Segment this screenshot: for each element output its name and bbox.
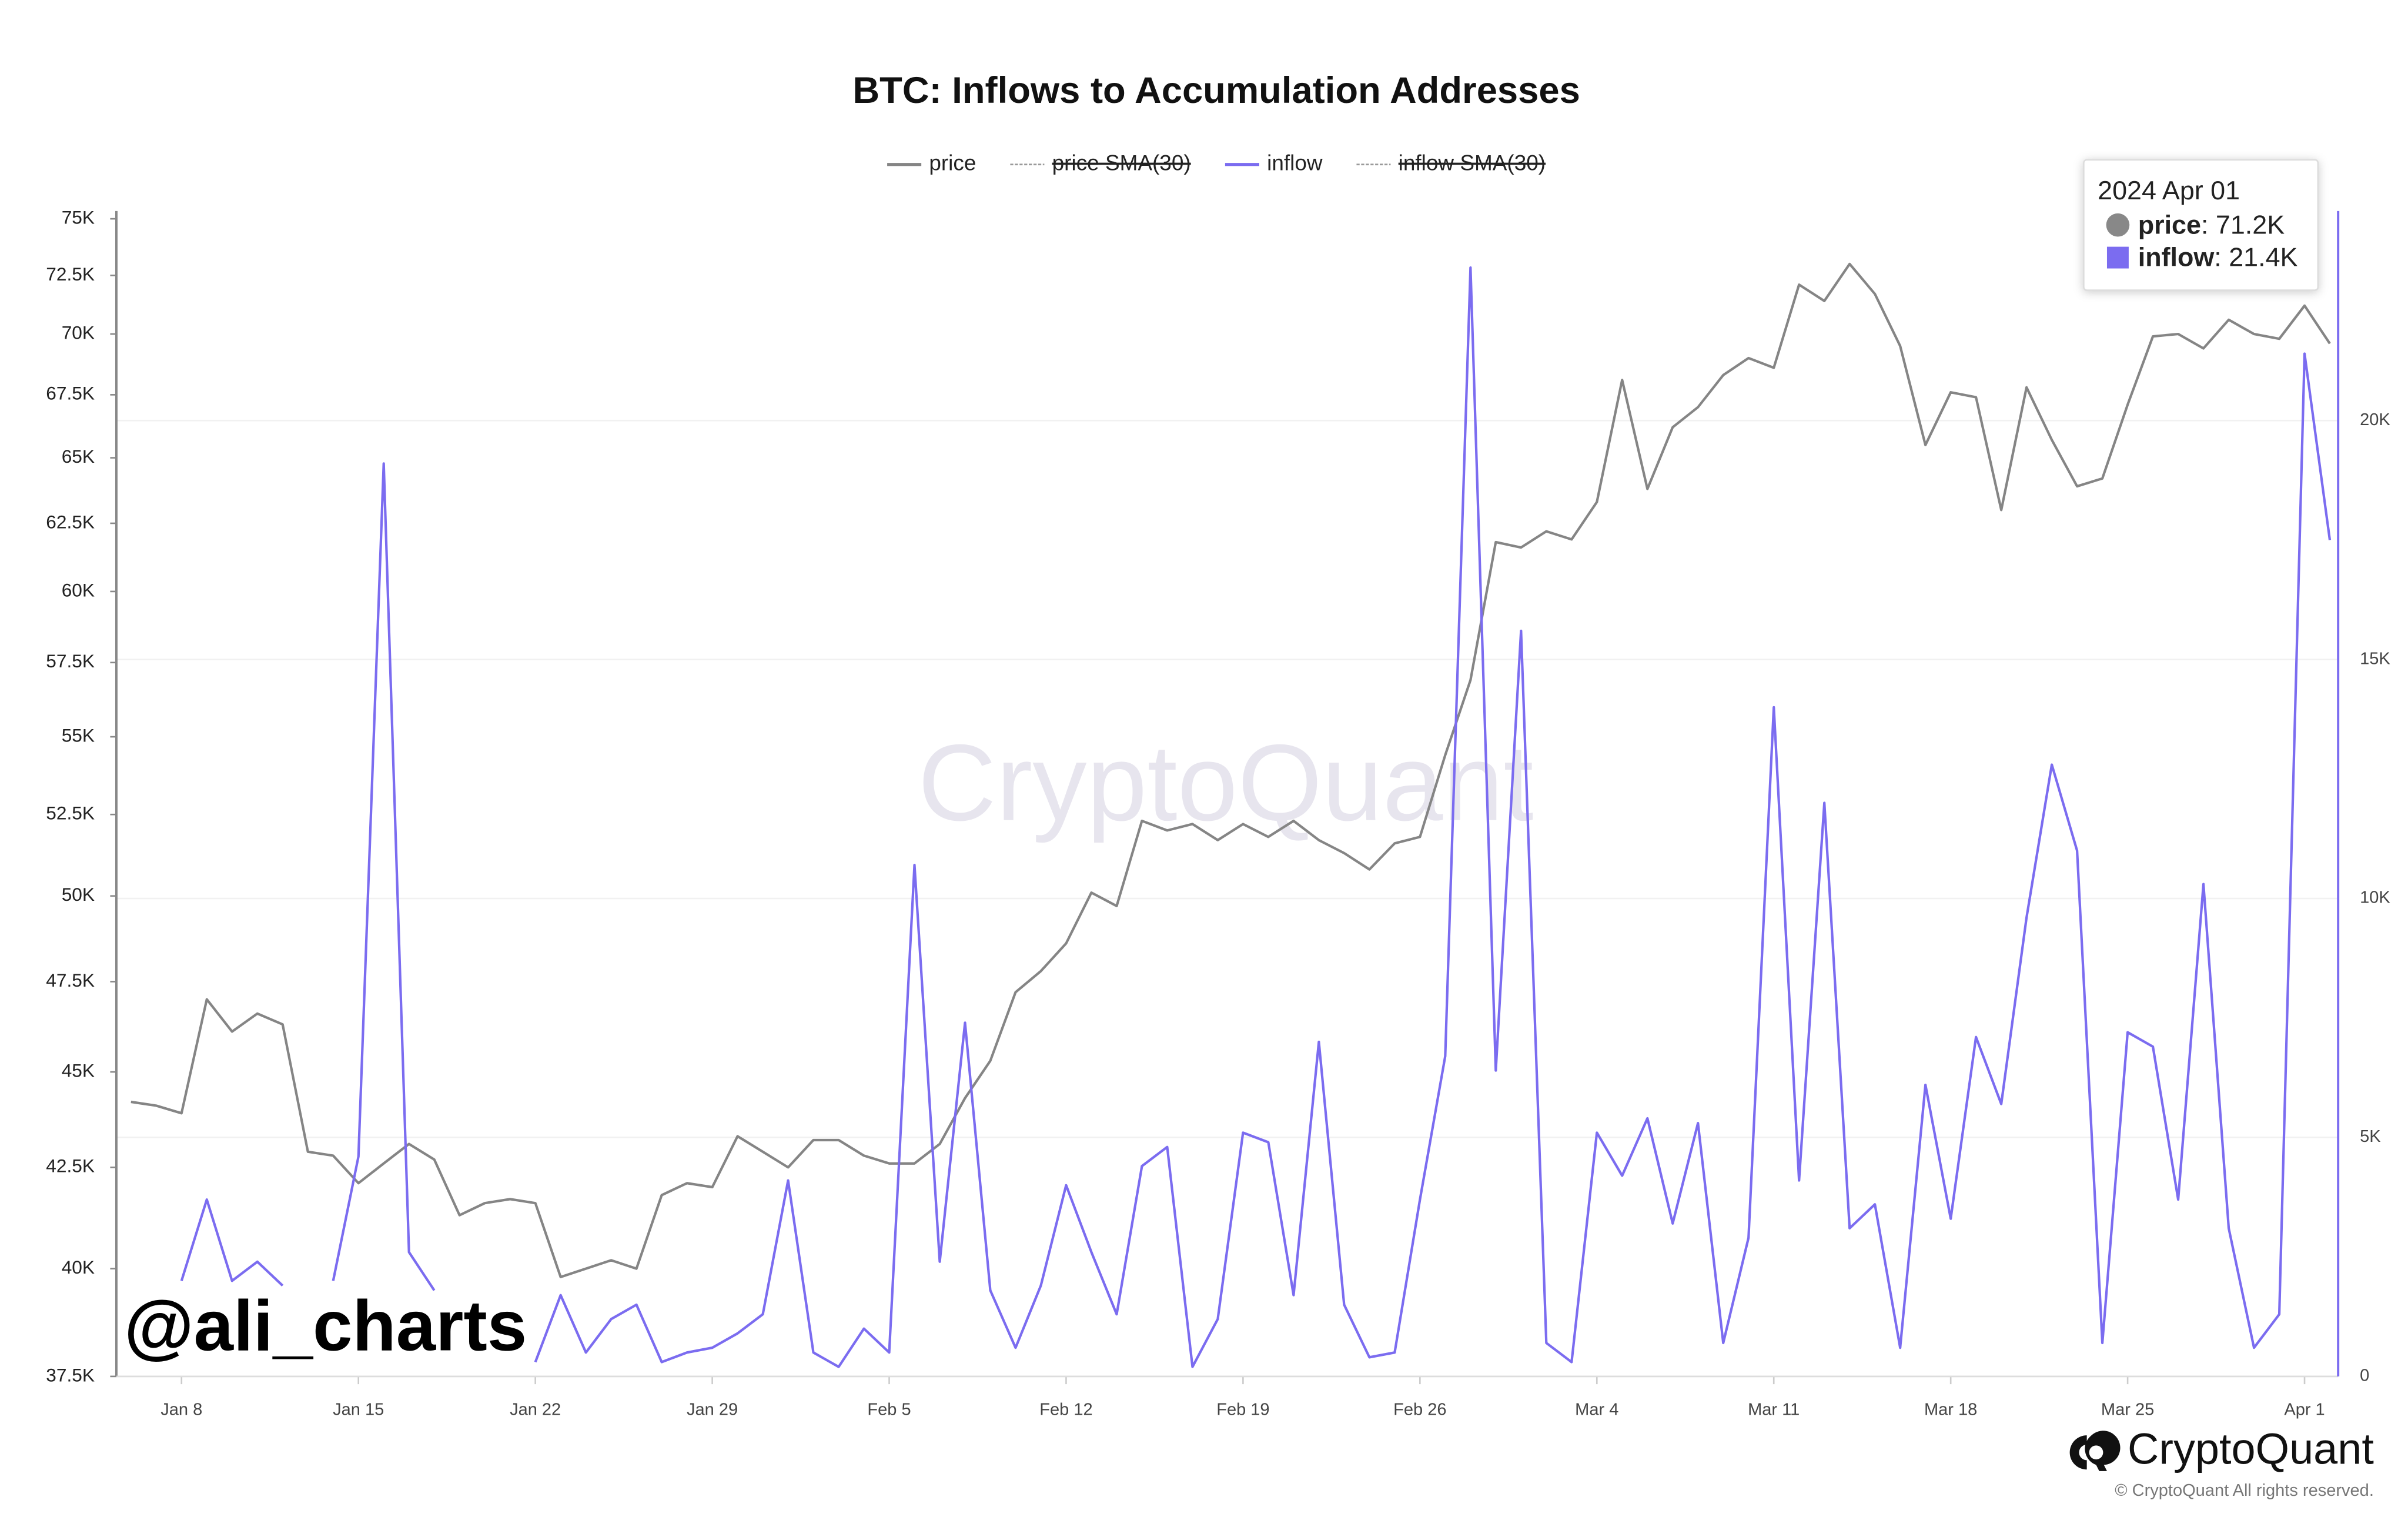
annotation: @ali_charts [124, 1285, 527, 1365]
x-tick-label: Mar 4 [1575, 1401, 1618, 1419]
y-tick-label: 57.5K [46, 650, 95, 671]
tooltip: 2024 Apr 01 price: 71.2K inflow: 21.4K [2083, 159, 2319, 291]
logo-icon [2069, 1435, 2087, 1470]
y2-tick-label: 0 [2360, 1366, 2369, 1385]
y-tick-label: 52.5K [46, 803, 95, 824]
x-tick-label: Jan 8 [160, 1401, 202, 1419]
y-tick-label: 37.5K [46, 1364, 95, 1385]
y-tick-label: 50K [62, 884, 95, 905]
y-tick-label: 62.5K [46, 511, 95, 532]
tooltip-box [2083, 159, 2319, 291]
y2-tick-label: 5K [2360, 1127, 2381, 1146]
x-tick-label: Feb 12 [1039, 1401, 1092, 1419]
brand: CryptoQuant [2128, 1425, 2374, 1473]
tooltip-date: 2024 Apr 01 [2098, 175, 2240, 205]
x-tick-label: Feb 19 [1216, 1401, 1269, 1419]
series-line [180, 266, 2332, 1368]
legend-label: price [929, 151, 976, 175]
y-tick-label: 72.5K [46, 263, 95, 285]
legend-item: price SMA(30) [1010, 151, 1191, 175]
legend-item: inflow SMA(30) [1356, 151, 1546, 175]
series-line [131, 262, 2331, 1278]
chart-title: BTC: Inflows to Accumulation Addresses [852, 70, 1580, 111]
legend-label: inflow [1267, 151, 1323, 175]
watermark: CryptoQuant [918, 723, 1533, 844]
tooltip-row: inflow: 21.4K [2138, 242, 2298, 272]
y-tick-label: 70K [62, 322, 95, 343]
plot-area [131, 262, 2332, 1368]
x-tick-label: Apr 1 [2284, 1401, 2325, 1419]
y-tick-label: 67.5K [46, 383, 95, 404]
tooltip-marker [2106, 246, 2129, 269]
x-tick-label: Jan 22 [510, 1401, 561, 1419]
legend: price price SMA(30) inflow inflow SMA(30) [887, 151, 1546, 175]
y-tick-label: 45K [62, 1060, 95, 1081]
x-tick-label: Feb 26 [1393, 1401, 1446, 1419]
tooltip-value: : 71.2K [2201, 209, 2285, 239]
tooltip-row: price: 71.2K [2138, 209, 2285, 239]
tooltip-label: price [2138, 209, 2201, 239]
y-tick-label: 42.5K [46, 1155, 95, 1177]
y-tick-label: 47.5K [46, 970, 95, 991]
tooltip-value: : 21.4K [2214, 242, 2297, 272]
y-tick-label: 65K [62, 446, 95, 467]
brand-logo [2069, 1431, 2121, 1471]
y-tick-label: 55K [62, 724, 95, 746]
tooltip-marker [2106, 213, 2130, 237]
y-tick-label: 75K [62, 206, 95, 228]
x-tick-label: Jan 29 [687, 1401, 738, 1419]
legend-item: price [887, 151, 976, 175]
y2-tick-label: 10K [2360, 888, 2390, 907]
grid [110, 218, 2339, 1385]
x-tick-label: Mar 11 [1748, 1401, 1800, 1419]
logo-icon [2089, 1445, 2103, 1460]
y-tick-label: 40K [62, 1257, 95, 1278]
y2-tick-label: 20K [2360, 410, 2390, 429]
x-tick-label: Mar 25 [2101, 1401, 2154, 1419]
legend-item: inflow [1225, 151, 1323, 175]
tooltip-label: inflow [2138, 242, 2215, 272]
y-tick-label: 60K [62, 579, 95, 600]
legend-label: price SMA(30) [1052, 151, 1191, 175]
y2-tick-label: 15K [2360, 649, 2390, 668]
copyright: © CryptoQuant All rights reserved. [2115, 1481, 2374, 1500]
x-tick-label: Jan 15 [333, 1401, 384, 1419]
legend-label: inflow SMA(30) [1399, 151, 1546, 175]
x-tick-label: Mar 18 [1924, 1401, 1977, 1419]
x-tick-label: Feb 5 [867, 1401, 911, 1419]
